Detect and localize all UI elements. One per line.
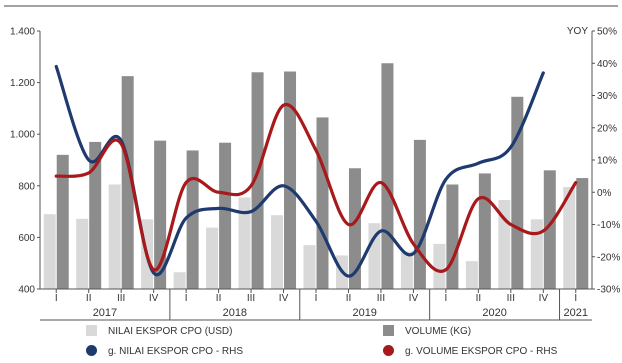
year-label: 2017 bbox=[93, 307, 117, 319]
right-tick-label: 50% bbox=[597, 27, 617, 38]
right-tick-label: -20% bbox=[597, 252, 620, 263]
right-tick-label: 30% bbox=[597, 91, 617, 102]
year-label: 2020 bbox=[482, 307, 506, 319]
legend-swatch bbox=[383, 325, 394, 336]
bar-nilai bbox=[271, 215, 284, 289]
right-tick-label: -10% bbox=[597, 220, 620, 231]
plot-area: 400 600 800 1.000 1.200 1.400 -30% -20% -10% 0% 10… bbox=[10, 26, 620, 321]
left-tick-label: 1.000 bbox=[10, 130, 35, 141]
legend-marker bbox=[383, 345, 394, 356]
quarter-label: I bbox=[574, 293, 577, 304]
left-tick-label: 600 bbox=[18, 233, 35, 244]
bar-volume bbox=[543, 170, 556, 289]
bar-volume bbox=[56, 154, 69, 289]
quarter-label: I bbox=[55, 293, 58, 304]
quarter-label: I bbox=[185, 293, 188, 304]
legend: NILAI EKSPOR CPO (USD) VOLUME (KG) g. NILA… bbox=[86, 325, 558, 357]
bar-volume bbox=[478, 173, 491, 289]
quarter-label: III bbox=[117, 293, 125, 304]
quarter-label: IV bbox=[149, 293, 159, 304]
quarter-label: IV bbox=[279, 293, 289, 304]
legend-label: VOLUME (KG) bbox=[405, 326, 471, 337]
right-tick-label: 0% bbox=[597, 188, 612, 199]
bar-nilai bbox=[400, 251, 413, 289]
legend-swatch bbox=[86, 325, 97, 336]
bar-volume bbox=[89, 141, 102, 289]
bar-volume bbox=[576, 178, 589, 289]
bar-nilai bbox=[563, 187, 576, 289]
quarter-label: II bbox=[346, 293, 352, 304]
bar-nilai bbox=[108, 184, 121, 289]
bar-nilai bbox=[465, 261, 478, 289]
left-tick-label: 1.200 bbox=[10, 78, 35, 89]
bar-nilai bbox=[238, 197, 251, 289]
bar-volume bbox=[446, 184, 459, 289]
quarter-label: IV bbox=[539, 293, 549, 304]
bar-nilai bbox=[206, 227, 219, 289]
right-axis-title: YOY bbox=[567, 26, 588, 37]
quarter-label: IV bbox=[409, 293, 419, 304]
quarter-label: II bbox=[476, 293, 482, 304]
quarter-label: I bbox=[444, 293, 447, 304]
legend-label: NILAI EKSPOR CPO (USD) bbox=[108, 326, 232, 337]
legend-marker bbox=[86, 345, 97, 356]
quarter-label: III bbox=[247, 293, 255, 304]
bar-nilai bbox=[43, 214, 56, 289]
bar-volume bbox=[284, 71, 297, 289]
left-tick-label: 1.400 bbox=[10, 27, 35, 38]
bar-volume bbox=[316, 117, 329, 290]
bar-nilai bbox=[530, 219, 543, 289]
quarter-label: II bbox=[216, 293, 222, 304]
bar-volume bbox=[511, 96, 524, 289]
left-tick-label: 800 bbox=[18, 181, 35, 192]
bar-nilai bbox=[433, 243, 446, 289]
bar-volume bbox=[348, 168, 361, 289]
line-g-volume bbox=[54, 102, 578, 273]
legend-label: g. NILAI EKSPOR CPO - RHS bbox=[108, 346, 243, 357]
right-tick-label: 40% bbox=[597, 59, 617, 70]
year-label: 2021 bbox=[564, 307, 588, 319]
quarter-label: III bbox=[377, 293, 385, 304]
bar-nilai bbox=[303, 245, 316, 289]
bar-volume bbox=[381, 63, 394, 289]
year-label: 2018 bbox=[223, 307, 247, 319]
legend-label: g. VOLUME EKSPOR CPO - RHS bbox=[405, 346, 558, 357]
bar-volume bbox=[186, 150, 199, 289]
bar-nilai bbox=[173, 272, 186, 289]
quarter-label: III bbox=[507, 293, 515, 304]
year-label: 2019 bbox=[352, 307, 376, 319]
quarter-label: I bbox=[315, 293, 318, 304]
right-tick-label: -30% bbox=[597, 285, 620, 296]
right-tick-label: 10% bbox=[597, 156, 617, 167]
right-tick-label: 20% bbox=[597, 123, 617, 134]
left-tick-label: 400 bbox=[18, 285, 35, 296]
bar-nilai bbox=[76, 218, 89, 289]
bar-volume bbox=[251, 72, 264, 289]
bar-volume bbox=[219, 142, 232, 289]
bar-volume bbox=[121, 76, 134, 290]
quarter-label: II bbox=[86, 293, 92, 304]
bar-volume bbox=[413, 139, 426, 289]
